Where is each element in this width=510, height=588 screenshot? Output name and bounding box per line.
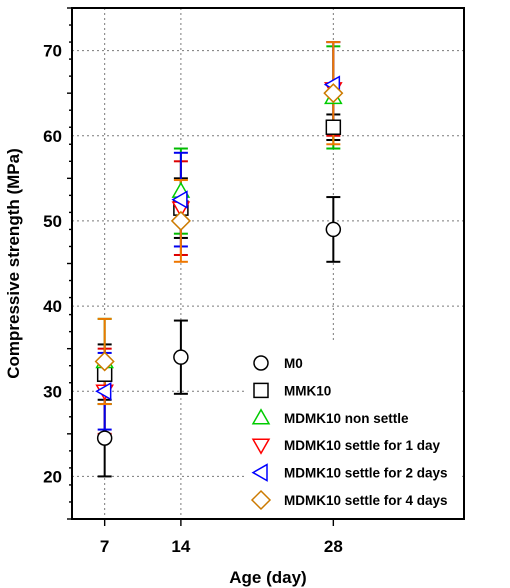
y-tick-label: 50 — [43, 212, 62, 231]
series-markers-5 — [94, 83, 344, 372]
x-tick-label: 7 — [100, 537, 109, 556]
x-axis-title: Age (day) — [229, 568, 306, 587]
legend-marker — [251, 463, 268, 482]
legend-label: MDMK10 non settle — [284, 411, 409, 426]
legend-marker — [253, 382, 269, 399]
y-tick-label: 40 — [43, 297, 62, 316]
legend-box — [247, 343, 461, 515]
legend-label: M0 — [284, 356, 303, 371]
legend-label: MDMK10 settle for 4 days — [284, 493, 448, 508]
data-marks — [94, 41, 344, 478]
y-tick-label: 20 — [43, 467, 62, 486]
legend-label: MDMK10 settle for 2 days — [284, 466, 448, 481]
legend-marker — [251, 438, 271, 455]
data-point — [170, 210, 191, 231]
y-axis-title: Compressive strength (MPa) — [4, 148, 23, 379]
legend-label: MMK10 — [284, 383, 331, 398]
data-point — [323, 83, 344, 104]
y-tick-label: 30 — [43, 382, 62, 401]
y-tick-label: 60 — [43, 127, 62, 146]
x-tick-label: 28 — [324, 537, 343, 556]
axes: 20 30 40 50 60 70 7 14 28 — [43, 7, 465, 556]
series-markers-0 — [96, 221, 342, 446]
legend-marker — [253, 355, 269, 371]
legend-label: MDMK10 settle for 1 day — [284, 438, 441, 453]
legend: M0 MMK10 MDMK10 non settle MDMK10 settle fo… — [247, 343, 461, 515]
series-markers-2 — [95, 87, 343, 369]
data-point — [325, 119, 342, 135]
y-tick-label: 70 — [43, 42, 62, 61]
legend-marker — [250, 489, 272, 511]
series-markers-1 — [96, 119, 342, 382]
data-point — [171, 190, 188, 209]
data-point — [94, 351, 115, 372]
data-point — [96, 430, 113, 446]
data-point — [95, 381, 112, 401]
data-point — [325, 221, 342, 238]
x-tick-label: 14 — [171, 537, 190, 556]
axis-titles: Age (day) Compressive strength (MPa) — [4, 148, 307, 587]
data-point — [173, 349, 189, 365]
legend-marker — [251, 408, 271, 425]
